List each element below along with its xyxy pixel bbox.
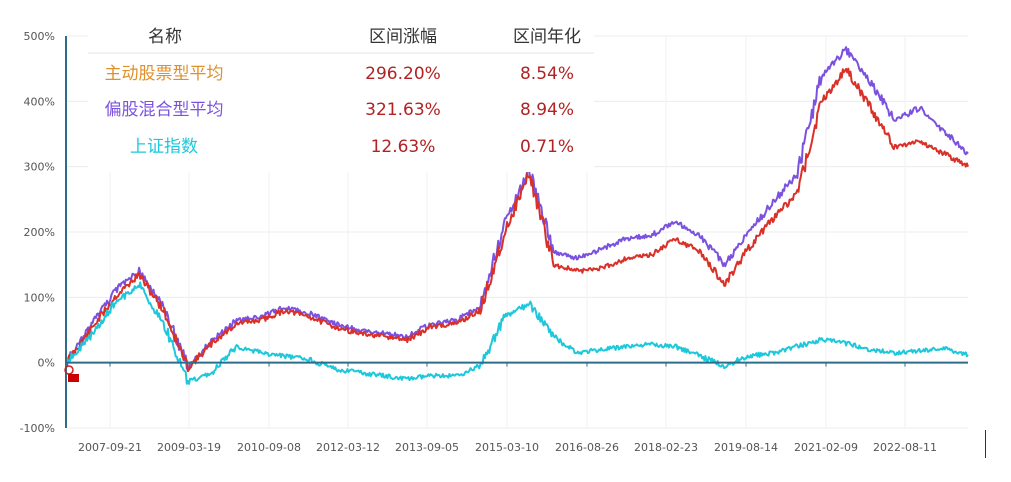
x-tick-label: 2013-09-05 <box>395 441 459 454</box>
y-tick-label: 0% <box>38 357 55 370</box>
x-tick-label: 2007-09-21 <box>78 441 142 454</box>
legend-background <box>88 22 594 172</box>
x-tick-label: 2018-02-23 <box>634 441 698 454</box>
series-line <box>65 281 969 385</box>
legend-return-value: 12.63% <box>371 137 436 157</box>
y-axis-ticks: 500% 400% 300% 200% 100% 0% -100% <box>20 30 55 435</box>
x-tick-label: 2012-03-12 <box>316 441 380 454</box>
legend-annualized-value: 0.71% <box>520 137 574 157</box>
y-tick-label: -100% <box>20 422 55 435</box>
legend-header: 区间涨幅 <box>369 27 437 47</box>
legend-series-name: 主动股票型平均 <box>105 64 224 84</box>
legend-annualized-value: 8.54% <box>520 64 574 84</box>
x-tick-label: 2015-03-10 <box>475 441 539 454</box>
x-tick-label: 2021-02-09 <box>794 441 858 454</box>
y-tick-label: 400% <box>24 95 55 108</box>
edge-marker <box>985 430 986 458</box>
legend-return-value: 296.20% <box>365 64 441 84</box>
legend-series-name: 上证指数 <box>130 137 198 157</box>
x-tick-label: 2009-03-19 <box>157 441 221 454</box>
legend-series-name: 偏股混合型平均 <box>105 100 224 120</box>
y-tick-label: 500% <box>24 30 55 43</box>
x-tick-label: 2022-08-11 <box>873 441 937 454</box>
legend-header: 区间年化 <box>513 27 581 47</box>
legend-annualized-value: 8.94% <box>520 100 574 120</box>
y-tick-label: 200% <box>24 226 55 239</box>
legend-return-value: 321.63% <box>365 100 441 120</box>
y-tick-label: 100% <box>24 291 55 304</box>
x-tick-label: 2016-08-26 <box>555 441 619 454</box>
x-tick-label: 2010-09-08 <box>237 441 301 454</box>
series-line <box>65 67 969 373</box>
y-tick-label: 300% <box>24 161 55 174</box>
series-lines <box>65 46 969 385</box>
start-marker-box <box>68 374 79 382</box>
legend-header: 名称 <box>148 27 182 47</box>
x-tick-label: 2019-08-14 <box>714 441 778 454</box>
x-axis-ticks: 2007-09-21 2009-03-19 2010-09-08 2012-03-12… <box>78 441 937 454</box>
axes <box>64 36 968 428</box>
